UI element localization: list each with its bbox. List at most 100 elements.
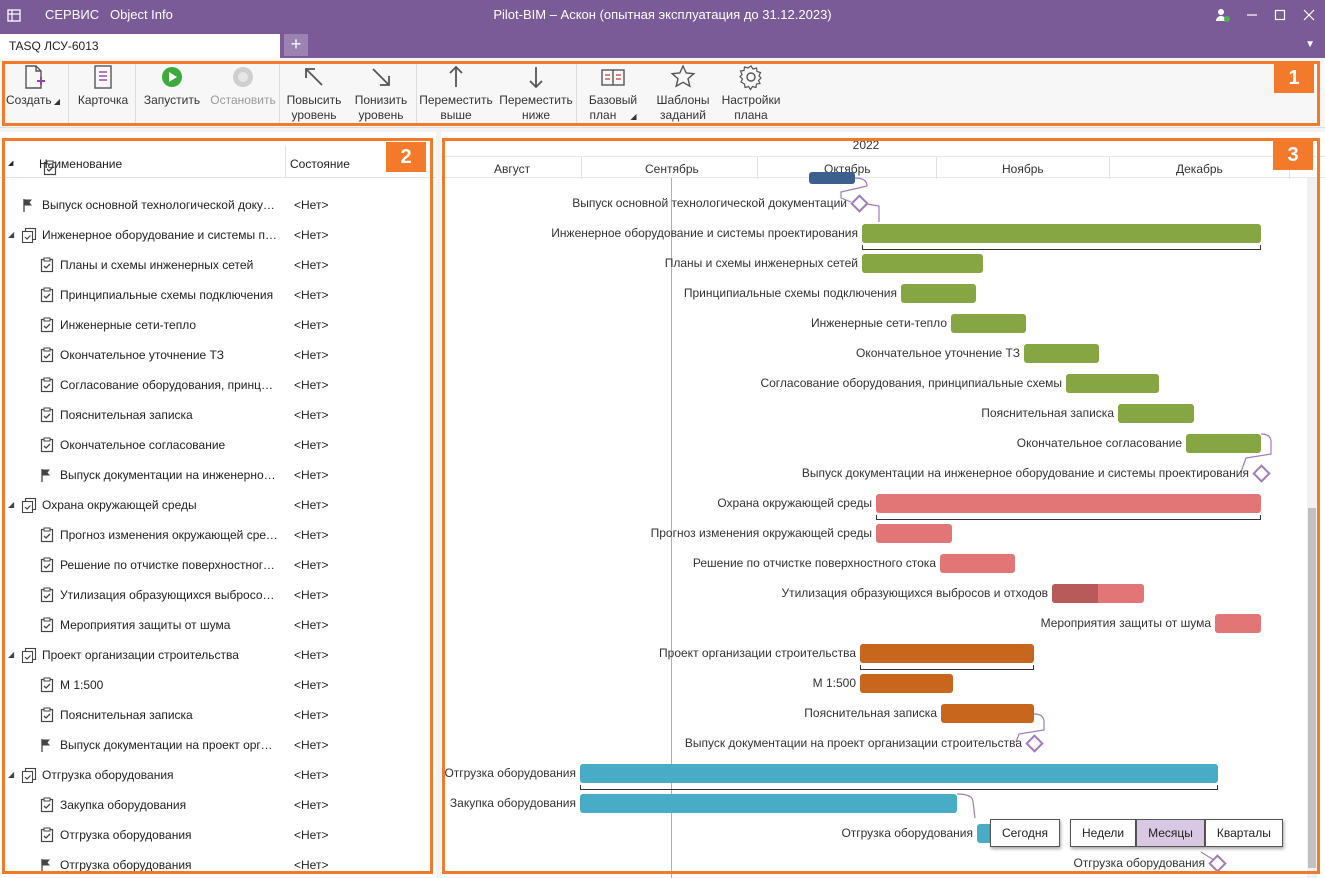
gantt-task-bar[interactable] [1024, 344, 1099, 363]
plan-settings-label-2: плана [734, 108, 768, 122]
task-state: <Нет> [294, 798, 329, 812]
task-name: Выпуск документации на инженерное оборуд… [60, 468, 278, 482]
plan-settings-button[interactable]: Настройки плана [714, 63, 788, 125]
tree-row[interactable]: Окончательное согласование <Нет> [0, 430, 436, 460]
stop-button[interactable]: Остановить [206, 63, 280, 125]
gantt-task-bar[interactable] [951, 314, 1026, 333]
task-name: Решение по отчистке поверхностного стока [60, 558, 278, 572]
tree-row[interactable]: Согласование оборудования, принципиальны… [0, 370, 436, 400]
raise-level-button[interactable]: Повысить уровень [277, 63, 351, 125]
dependency-link [840, 177, 868, 203]
collapse-triangle-icon[interactable]: ◢ [8, 500, 15, 509]
timeline-year: 2022 [852, 138, 880, 152]
gantt-task-bar[interactable] [941, 704, 1034, 723]
gantt-task-bar[interactable] [940, 554, 1015, 573]
gantt-summary-bar[interactable] [860, 644, 1034, 663]
scrollbar-thumb[interactable] [1308, 508, 1316, 868]
tree-row[interactable]: Выпуск документации на инженерное оборуд… [0, 460, 436, 490]
add-tab-button[interactable]: + [284, 34, 308, 56]
tree-row[interactable]: Отгрузка оборудования <Нет> [0, 820, 436, 850]
task-clipboard-icon [39, 287, 55, 303]
tree-row[interactable]: Прогноз изменения окружающей среды <Нет> [0, 520, 436, 550]
tree-row[interactable]: Пояснительная записка <Нет> [0, 400, 436, 430]
gantt-label: Выпуск документации на инженерное оборуд… [801, 466, 1249, 480]
task-name: М 1:500 [60, 678, 104, 692]
gantt-task-bar[interactable] [580, 794, 957, 813]
task-name: Прогноз изменения окружающей среды [60, 528, 278, 542]
task-templates-button[interactable]: Шаблоны заданий [646, 63, 720, 125]
gantt-task-bar[interactable] [901, 284, 976, 303]
tree-row[interactable]: Утилизация образующихся выбросов и отход… [0, 580, 436, 610]
gantt-task-bar[interactable] [1186, 434, 1261, 453]
tree-row[interactable]: ◢ Отгрузка оборудования <Нет> [0, 760, 436, 790]
document-tab-bar: TASQ ЛСУ-6013 + ▼ [0, 30, 1325, 58]
minimize-icon[interactable] [1242, 5, 1262, 25]
gantt-task-bar[interactable] [862, 254, 983, 273]
gantt-task-bar[interactable] [1066, 374, 1159, 393]
gantt-task-bar[interactable] [876, 524, 952, 543]
user-status-icon[interactable] [1212, 5, 1232, 25]
task-clipboard-icon [39, 557, 55, 573]
tree-row[interactable]: Мероприятия защиты от шума <Нет> [0, 610, 436, 640]
tree-row[interactable]: ◢ Проект организации строительства <Нет> [0, 640, 436, 670]
create-label: Создать [6, 93, 52, 107]
gantt-label: Утилизация образующихся выбросов и отход… [781, 586, 1048, 600]
task-clipboard-icon [39, 827, 55, 843]
move-down-button[interactable]: Переместить ниже [499, 63, 573, 125]
column-header-name[interactable]: Наименование [39, 157, 123, 171]
card-button[interactable]: Карточка [66, 63, 140, 125]
vertical-scrollbar[interactable] [1307, 178, 1317, 878]
zoom-months-button[interactable]: Месяцы [1136, 819, 1205, 847]
task-clipboard-icon [39, 317, 55, 333]
gantt-task-bar[interactable] [1052, 584, 1144, 603]
raise-level-label-2: уровень [291, 108, 337, 122]
column-header-state[interactable]: Состояние [290, 157, 350, 171]
gantt-label: Охрана окружающей среды [717, 496, 872, 510]
tree-row[interactable]: ◢ Инженерное оборудование и системы проек… [0, 220, 436, 250]
task-state: <Нет> [294, 708, 329, 722]
tree-row[interactable]: ◢ Охрана окружающей среды <Нет> [0, 490, 436, 520]
zoom-today-button[interactable]: Сегодня [990, 819, 1060, 847]
zoom-weeks-button[interactable]: Недели [1070, 819, 1137, 847]
tree-row[interactable]: Закупка оборудования <Нет> [0, 790, 436, 820]
sort-triangle-icon[interactable]: ◢ [8, 160, 14, 167]
tree-row-partial[interactable] [0, 160, 436, 202]
tree-row[interactable]: Принципиальные схемы подключения <Нет> [0, 280, 436, 310]
menu-service[interactable]: СЕРВИС [45, 7, 100, 22]
document-tab[interactable]: TASQ ЛСУ-6013 [0, 34, 280, 58]
gantt-bar-partial[interactable] [809, 172, 855, 184]
tree-row[interactable]: Выпуск основной технологической документ… [0, 190, 436, 220]
baseline-plan-button[interactable]: Базовый план ◢ [576, 63, 650, 125]
menu-object-info[interactable]: Object Info [110, 7, 173, 22]
gantt-summary-bar[interactable] [876, 494, 1261, 513]
tree-row[interactable]: Планы и схемы инженерных сетей <Нет> [0, 250, 436, 280]
maximize-icon[interactable] [1270, 5, 1290, 25]
zoom-quarters-button[interactable]: Кварталы [1204, 819, 1283, 847]
collapse-triangle-icon[interactable]: ◢ [8, 770, 15, 779]
create-button[interactable]: Создать ◢ [0, 63, 70, 125]
tree-row[interactable]: Выпуск документации на проект организаци… [0, 730, 436, 760]
tree-row[interactable]: Отгрузка оборудования <Нет> [0, 850, 436, 878]
gantt-task-bar[interactable] [1118, 404, 1194, 423]
collapse-triangle-icon[interactable]: ◢ [8, 230, 15, 239]
task-state: <Нет> [294, 288, 329, 302]
close-icon[interactable] [1299, 5, 1319, 25]
tree-row[interactable]: М 1:500 <Нет> [0, 670, 436, 700]
tab-list-chevron-icon[interactable]: ▼ [1305, 39, 1315, 50]
move-up-button[interactable]: Переместить выше [419, 63, 493, 125]
gantt-summary-bar[interactable] [862, 224, 1261, 243]
tree-row[interactable]: Пояснительная записка <Нет> [0, 700, 436, 730]
run-button[interactable]: Запустить [135, 63, 209, 125]
lower-level-button[interactable]: Понизить уровень [344, 63, 418, 125]
gantt-summary-bar[interactable] [580, 764, 1218, 783]
task-state: <Нет> [294, 618, 329, 632]
plan-settings-label-1: Настройки [721, 93, 781, 107]
tree-row[interactable]: Окончательное уточнение ТЗ <Нет> [0, 340, 436, 370]
gantt-task-bar[interactable] [860, 674, 953, 693]
gantt-task-bar[interactable] [1215, 614, 1261, 633]
collapse-triangle-icon[interactable]: ◢ [8, 650, 15, 659]
tree-row[interactable]: Решение по отчистке поверхностного стока… [0, 550, 436, 580]
tree-row[interactable]: Инженерные сети-тепло <Нет> [0, 310, 436, 340]
gantt-summary-bracket [876, 515, 1261, 520]
lower-level-label-1: Понизить [354, 93, 408, 107]
